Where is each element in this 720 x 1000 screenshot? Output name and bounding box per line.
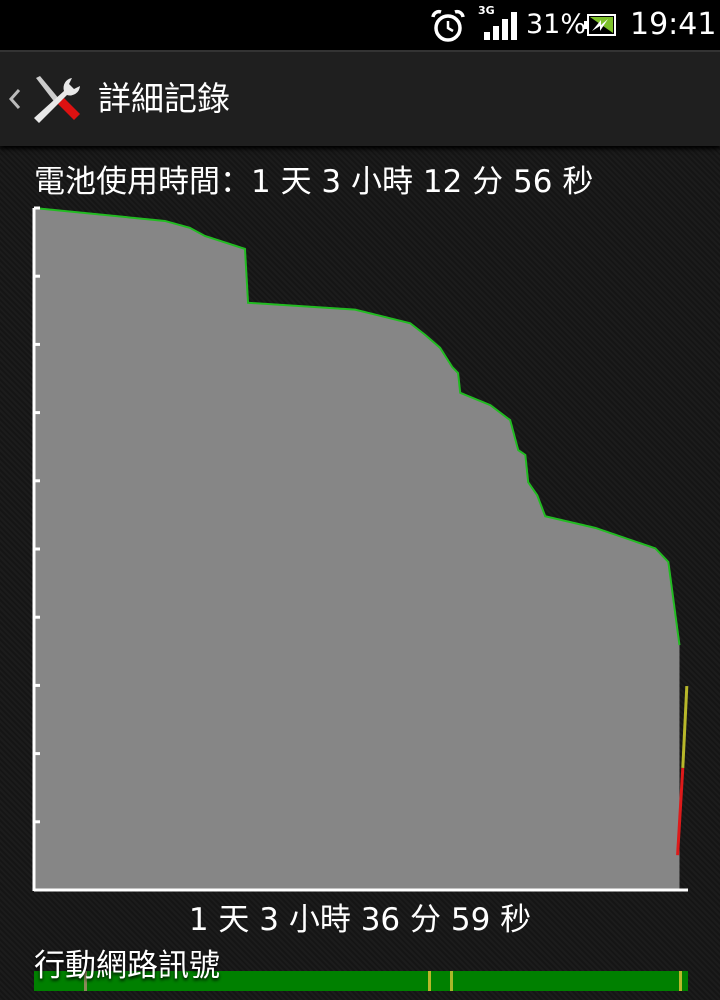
signal-change-mark: [84, 971, 88, 991]
signal-change-mark: [679, 971, 683, 991]
up-button[interactable]: [0, 52, 90, 146]
battery-segment-high: [681, 686, 689, 768]
page-title: 詳細記錄: [98, 79, 230, 118]
battery-history-chart: [32, 206, 689, 892]
action-bar: 詳細記錄: [0, 50, 720, 146]
wrench-screwdriver-icon: [34, 76, 80, 123]
3g-signal-icon: [484, 12, 517, 40]
status-bar: 3G 31% 19:41: [0, 0, 720, 50]
battery-segment-low: [676, 767, 685, 856]
battery-level-line: [33, 207, 681, 646]
mobile-signal-label: 行動網路訊號: [34, 948, 220, 984]
alarm-clock-icon: [431, 9, 465, 42]
battery-usage-time: 電池使用時間：1 天 3 小時 12 分 56 秒: [34, 164, 594, 200]
signal-change-mark: [427, 971, 431, 991]
mobile-signal-bar: [34, 971, 688, 991]
signal-change-mark: [449, 971, 453, 991]
x-axis-label: 1 天 3 小時 36 分 59 秒: [188, 902, 532, 938]
battery-percent: 31%: [526, 9, 587, 40]
network-type: 3G: [478, 4, 495, 17]
battery-level-area: [34, 208, 680, 890]
clock: 19:41: [630, 7, 717, 42]
chevron-left-icon: [8, 89, 21, 109]
battery-charging-icon: [584, 14, 616, 36]
